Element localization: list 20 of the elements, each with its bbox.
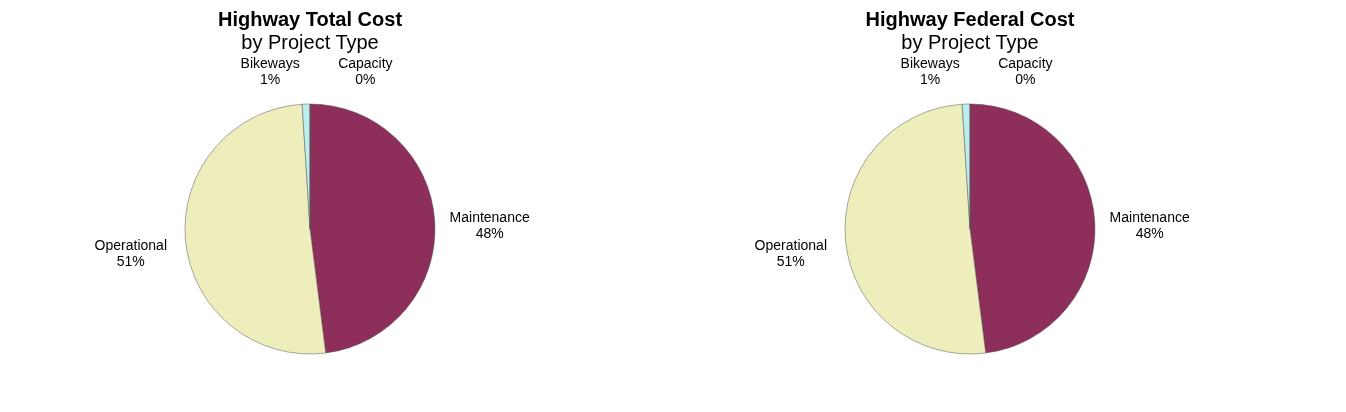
slice-label: Operational (94, 236, 167, 253)
chart-subtitle: by Project Type (241, 31, 379, 54)
data-label: 51% (116, 252, 145, 269)
category-label: Capacity (338, 55, 393, 72)
data-label: 1% (920, 71, 941, 88)
slice-label: Maintenance (1109, 208, 1190, 225)
data-label: 1% (260, 71, 281, 88)
data-label: 48% (1135, 224, 1164, 241)
slice-label: Bikeways (240, 55, 300, 72)
chart-subtitle: by Project Type (901, 31, 1039, 54)
text: 0% (1015, 71, 1036, 88)
chart-title: Highway Total Cost (217, 8, 403, 31)
chart-title: Highway Federal Cost (865, 8, 1075, 31)
data-label: 48% (475, 224, 504, 241)
data-label: 51% (776, 252, 805, 269)
text: 0% (355, 71, 376, 88)
slice-label: Bikeways (900, 55, 960, 72)
slice-label: Maintenance (449, 208, 530, 225)
slice-label: Operational (754, 236, 827, 253)
category-label: Capacity (998, 55, 1053, 72)
